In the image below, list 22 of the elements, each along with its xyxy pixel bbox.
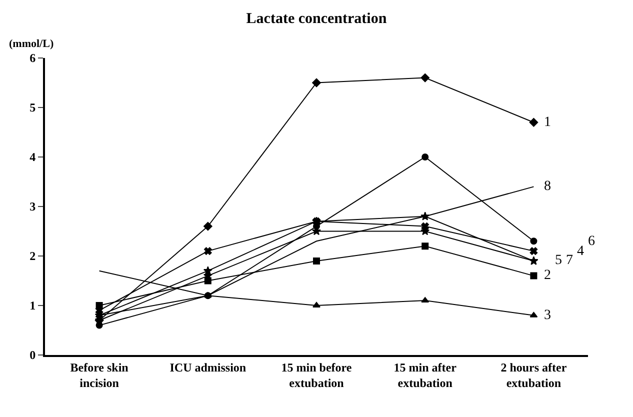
text: 7 — [566, 253, 573, 268]
series-label: 1 — [544, 115, 551, 130]
y-axis-title: (mmol/L) — [9, 38, 54, 50]
text: 6 — [588, 234, 595, 249]
x-tick-label: ICU admission — [170, 360, 246, 374]
y-tick-label: 6 — [30, 51, 36, 66]
series-label: 2 — [544, 268, 551, 283]
x-tick-label: 15 min before extubation — [281, 360, 352, 390]
y-tick-label: 4 — [30, 150, 36, 164]
x-tick-label: 2 hours after extubation — [500, 360, 568, 390]
x-tick-label: 15 min after extubation — [394, 360, 458, 390]
y-tick-label: 0 — [30, 348, 36, 362]
chart-title: Lactate concentration — [246, 11, 388, 28]
x-tick-label: Before skin incision — [70, 360, 129, 390]
y-tick-label: 5 — [30, 100, 36, 115]
series-label: 8 — [544, 179, 551, 194]
series-label: 3 — [544, 308, 551, 323]
y-tick-label: 2 — [30, 249, 36, 264]
series-label: 5 — [555, 253, 562, 268]
y-tick-label: 1 — [30, 298, 36, 313]
text: 4 — [577, 244, 584, 259]
y-tick-label: 3 — [30, 200, 36, 214]
